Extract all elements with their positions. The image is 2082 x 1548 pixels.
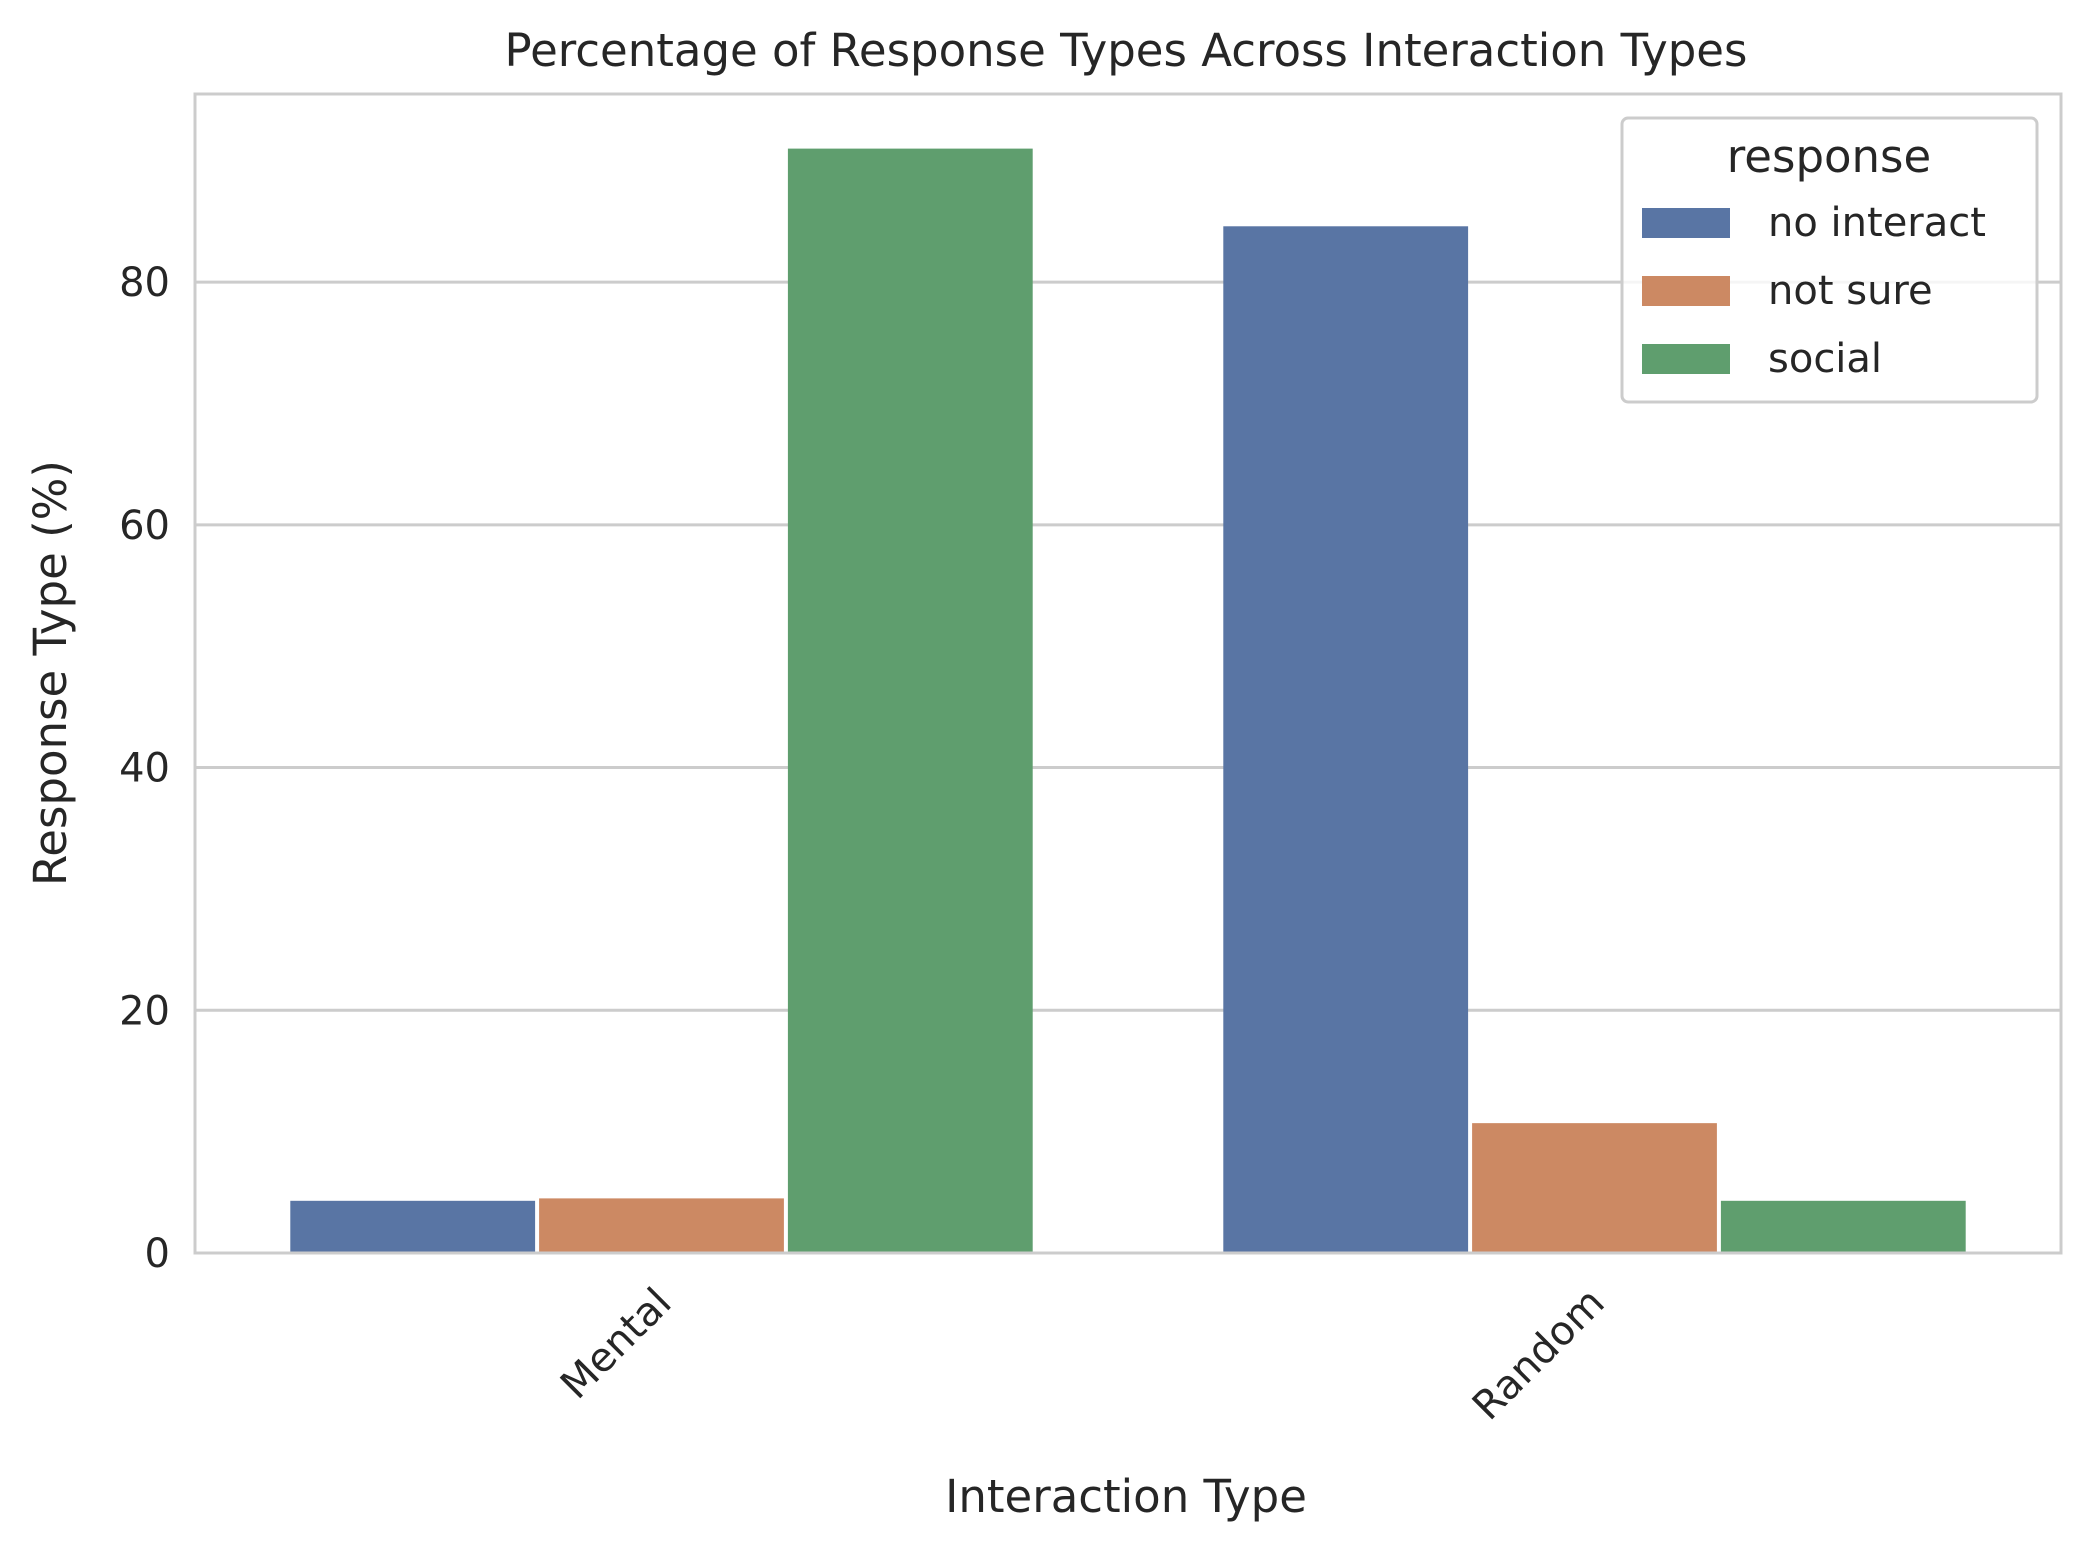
y-tick-labels: 0 20 40 60 80 [119,260,170,1277]
legend-swatch [1642,276,1730,306]
legend-label: social [1768,336,1882,382]
legend-swatch [1642,208,1730,238]
bars [290,148,1966,1254]
y-tick-label: 40 [119,746,170,792]
y-tick-label: 60 [119,503,170,549]
y-tick-label: 0 [145,1231,170,1277]
y-axis-label: Response Type (%) [24,460,77,886]
legend-label: not sure [1768,268,1933,314]
x-axis-label: Interaction Type [945,1470,1307,1523]
y-tick-label: 80 [119,260,170,306]
y-tick-label: 20 [119,988,170,1034]
bar-social-random [1720,1200,1966,1253]
x-tick-labels: Mental Random [552,1280,1614,1430]
bar-social-mental [787,148,1033,1254]
plot-frame [193,92,2063,1255]
legend: response no interact not sure social [1620,116,2039,404]
bar-no-interact-mental [290,1200,536,1253]
legend-label: no interact [1768,200,1986,246]
bar-not-sure-mental [539,1198,784,1253]
legend-box [1620,116,2039,404]
chart-title: Percentage of Response Types Across Inte… [505,24,1748,77]
bar-not-sure-random [1472,1123,1717,1253]
legend-title: response [1727,130,1931,183]
bar-no-interact-random [1223,226,1469,1253]
x-tick-label: Random [1464,1280,1614,1430]
legend-swatch [1642,344,1730,374]
x-tick-label: Mental [552,1280,681,1409]
